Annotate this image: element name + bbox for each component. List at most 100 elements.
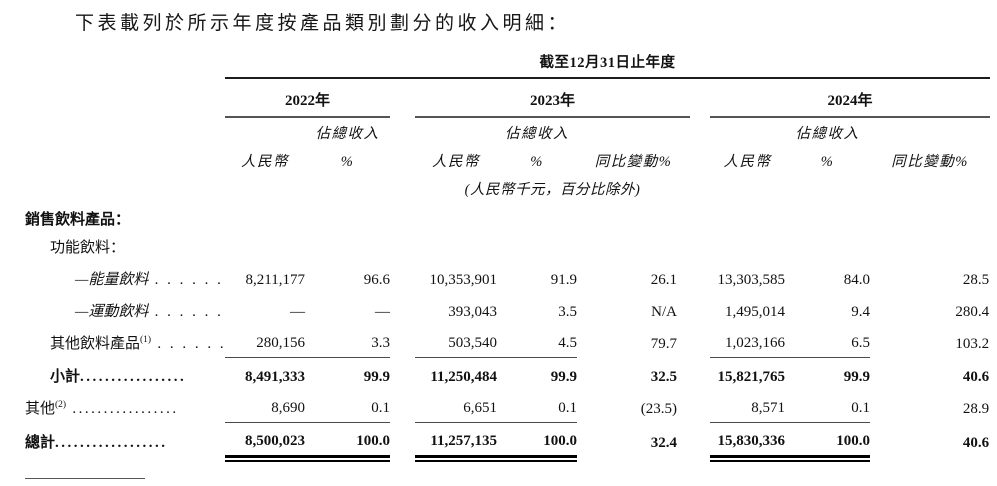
value-cell: — (290, 303, 305, 320)
rmb-header-2024: 人民幣 (723, 154, 772, 171)
gap-cell (690, 293, 710, 325)
row-others: 其他(2) ................. 8,690 0.1 6,651 … (25, 390, 990, 423)
value-cell: 280,156 (225, 325, 305, 358)
empty-cell (577, 117, 690, 147)
value-cell: 8,690 (225, 390, 305, 423)
rmb-header-2022: 人民幣 (241, 154, 289, 171)
empty-cell (225, 175, 305, 203)
row-label: 小計................. (50, 368, 187, 385)
value-cell: — (375, 303, 390, 320)
value-cell: 100.0 (785, 422, 870, 461)
value-cell: 3.5 (558, 303, 577, 320)
footnote-ref-1: (1) (140, 334, 152, 345)
value-cell: 40.6 (962, 434, 990, 451)
value-cell: 8,500,023 (225, 422, 305, 461)
value-cell: 26.1 (650, 271, 677, 288)
row-label: 銷售飲料產品： (25, 211, 131, 228)
row-label: —運動飲料 . . . . . . (75, 303, 224, 320)
row-label: 功能飲料： (50, 239, 126, 256)
value-cell: 32.4 (650, 434, 677, 451)
value-cell: 1,495,014 (725, 303, 785, 320)
empty-cell (870, 117, 990, 147)
value-cell: 1,023,166 (710, 325, 785, 358)
value-cell: 11,257,135 (415, 422, 497, 461)
gap-cell (390, 117, 415, 147)
column-header-row: 人民幣 % 人民幣 % 同比變動% 人民幣 % 同比變動% (25, 147, 990, 175)
pct-of-revenue-header-2022: 佔總收入 (315, 126, 380, 143)
gap-cell (390, 293, 415, 325)
yoy-header-2024: 同比變動% (891, 154, 969, 171)
value-cell: 96.6 (363, 271, 390, 288)
value-cell: 6,651 (415, 390, 497, 423)
row-label: 總計.................. (25, 434, 168, 451)
value-cell: 100.0 (305, 422, 390, 461)
dot-leader: . . . . . . (151, 335, 227, 352)
value-cell: 280.4 (955, 303, 990, 320)
year-2024-header: 2024年 (710, 78, 991, 118)
value-cell: 3.3 (305, 325, 390, 358)
empty-cell (25, 117, 225, 147)
gap-cell (690, 422, 710, 456)
gap-cell (690, 261, 710, 293)
row-functional-drinks: 功能飲料： (25, 233, 990, 261)
footnote-ref-2: (2) (55, 399, 67, 410)
gap-cell (390, 390, 415, 422)
gap-cell (690, 117, 710, 147)
value-cell: 91.9 (550, 271, 577, 288)
dot-leader: .................. (55, 434, 168, 451)
rmb-header-2023: 人民幣 (432, 154, 480, 171)
value-cell: 8,491,333 (245, 368, 305, 385)
pct-of-revenue-header-2023: 佔總收入 (505, 126, 569, 143)
gap-cell (690, 175, 710, 203)
row-label: 其他飲料產品(1) . . . . . . (50, 334, 227, 352)
intro-text: 下表載列於所示年度按產品類別劃分的收入明細： (75, 13, 571, 34)
gap-cell (690, 78, 710, 117)
empty-cell (710, 117, 785, 147)
gap-cell (390, 422, 415, 456)
value-cell: 10,353,901 (429, 271, 498, 288)
value-cell: 103.2 (955, 335, 990, 352)
empty-cell (225, 117, 305, 147)
value-cell: 0.1 (785, 390, 870, 423)
dot-leader: . . . . . . (148, 303, 224, 320)
yoy-header-2023: 同比變動% (594, 154, 673, 171)
year-2022-header: 2022年 (225, 78, 390, 118)
value-cell: 8,571 (710, 390, 785, 423)
row-label: —能量飲料 . . . . . . (75, 271, 224, 288)
pct-header-2024: % (820, 154, 835, 171)
empty-cell (710, 175, 990, 203)
dot-leader: . . . . . . (148, 271, 224, 288)
gap-cell (690, 325, 710, 357)
row-total: 總計.................. 8,500,023 100.0 11,… (25, 422, 990, 461)
row-label: 其他(2) ................. (25, 399, 179, 417)
unit-note: (人民幣千元，百分比除外) (464, 182, 641, 199)
gap-cell (690, 147, 710, 175)
gap-cell (690, 390, 710, 422)
gap-cell (390, 175, 415, 203)
pct-header-2022: % (340, 154, 355, 171)
value-cell: 32.5 (650, 368, 677, 385)
value-cell: 99.9 (843, 368, 870, 385)
footnote-divider (25, 478, 145, 479)
value-cell: 99.9 (363, 368, 390, 385)
row-other-beverage-products: 其他飲料產品(1) . . . . . . 280,156 3.3 503,54… (25, 325, 990, 358)
empty-cell (25, 42, 225, 78)
value-cell: 8,211,177 (245, 271, 305, 288)
period-header: 截至12月31日止年度 (225, 42, 991, 79)
value-cell: 28.5 (962, 271, 990, 288)
value-cell: N/A (651, 303, 677, 320)
gap-cell (390, 78, 415, 117)
dot-leader: ................. (80, 368, 187, 385)
value-cell: 15,830,336 (710, 422, 785, 461)
revenue-breakdown-table: 截至12月31日止年度 2022年 2023年 2024年 佔總收入 佔總收入 … (25, 42, 991, 461)
year-2023-header: 2023年 (415, 78, 690, 118)
value-cell: 100.0 (497, 422, 577, 461)
dot-leader: ................. (66, 400, 179, 417)
row-sales-of-beverage-products: 銷售飲料產品： (25, 203, 990, 233)
value-cell: 13,303,585 (717, 271, 786, 288)
row-subtotal: 小計................. 8,491,333 99.9 11,25… (25, 357, 990, 390)
gap-cell (390, 261, 415, 293)
empty-cell (415, 117, 497, 147)
value-cell: 9.4 (851, 303, 870, 320)
